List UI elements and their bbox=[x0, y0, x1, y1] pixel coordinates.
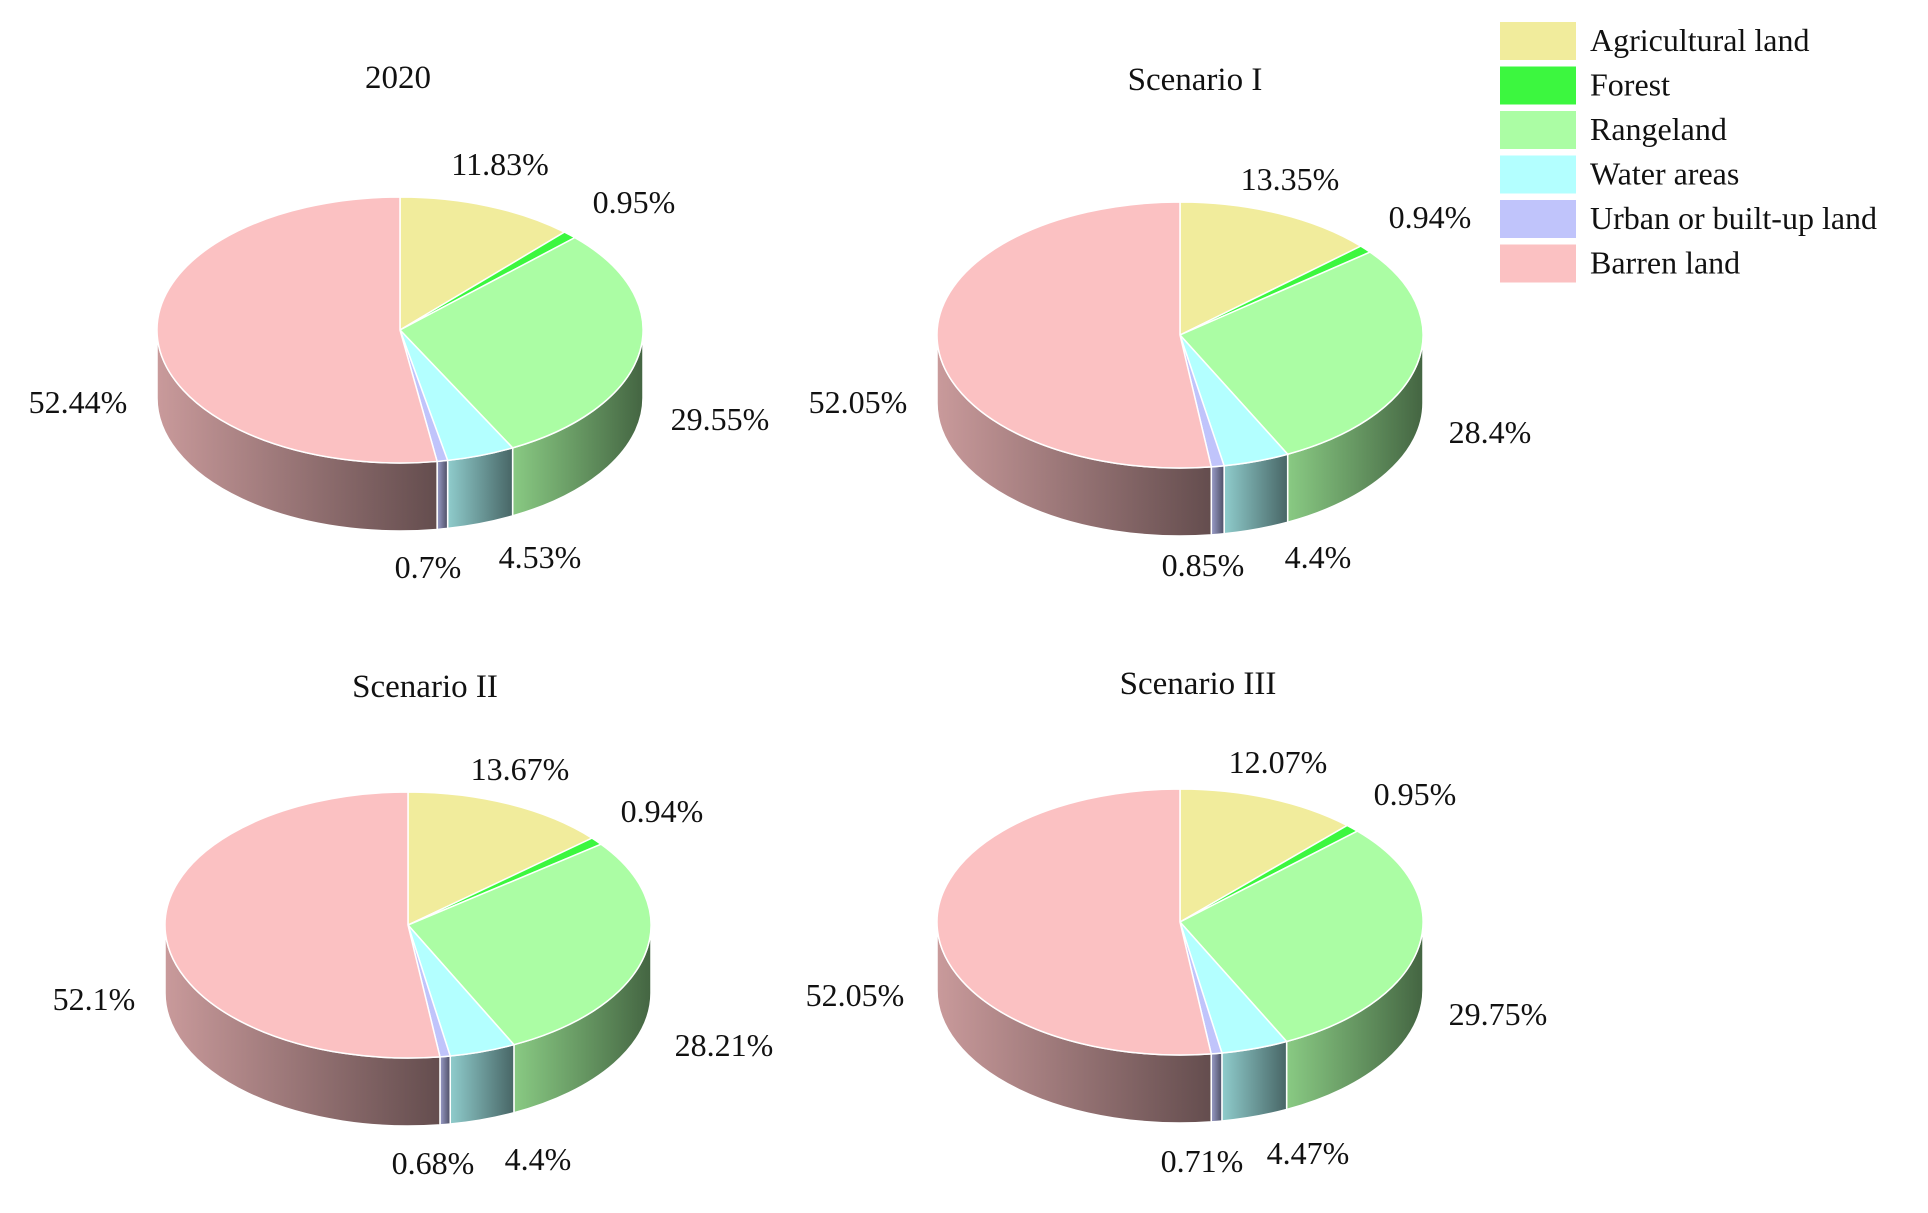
pie-scenario-i-slices bbox=[936, 201, 1424, 469]
legend-label-water-areas: Water areas bbox=[1590, 156, 1739, 192]
pie-2020: 2020 11.83% 0.95% 29.55% 4.53% 0.7% 52.44% bbox=[29, 60, 770, 585]
pie-2020-sides bbox=[156, 329, 644, 532]
pie-2020-slice-rangeland bbox=[398, 236, 644, 449]
pie-scenario-i-side-urban-or-built-up-land bbox=[1210, 464, 1225, 536]
pie-scenario-ii-slice-agricultural-land bbox=[407, 791, 594, 927]
pie-scenario-iii-slice-barren-land bbox=[936, 788, 1213, 1056]
pie-2020-label-water-areas: 4.53% bbox=[499, 539, 582, 575]
pie-scenario-i-slice-agricultural-land bbox=[1179, 201, 1363, 337]
pie-scenario-iii: Scenario III 12.07% 0.95% 29.75% 4.47% 0.71% 5… bbox=[806, 666, 1548, 1179]
pie-scenario-i-slice-rangeland bbox=[1178, 251, 1424, 456]
legend-swatch-forest bbox=[1500, 66, 1576, 105]
legend-swatch-rangeland bbox=[1500, 111, 1576, 149]
pie-scenario-ii-label-forest: 0.94% bbox=[621, 793, 704, 829]
legend-label-barren-land: Barren land bbox=[1590, 245, 1740, 281]
pie-scenario-iii-label-water-areas: 4.47% bbox=[1267, 1135, 1350, 1171]
pie-scenario-iii-slice-agricultural-land bbox=[1179, 788, 1349, 924]
pie-scenario-ii-label-barren-land: 52.1% bbox=[53, 981, 136, 1017]
pie-scenario-ii-side-water-areas bbox=[449, 1043, 515, 1125]
pie-scenario-i-label-forest: 0.94% bbox=[1389, 199, 1472, 235]
pie-2020-label-forest: 0.95% bbox=[593, 184, 676, 220]
legend-swatch-agricultural-land bbox=[1500, 22, 1576, 60]
pie-scenario-i-sides bbox=[936, 334, 1424, 537]
pie-scenario-iii-label-forest: 0.95% bbox=[1374, 776, 1457, 812]
pie-scenario-ii-slices bbox=[164, 791, 652, 1059]
pie-2020-label-urban-or-built-up-land: 0.7% bbox=[395, 549, 462, 585]
pie-scenario-i-slice-barren-land bbox=[936, 201, 1213, 469]
legend: Agricultural land Forest Rangeland Water ar… bbox=[1500, 22, 1877, 283]
pie-scenario-iii-slices bbox=[936, 788, 1424, 1056]
pie-scenario-iii-slice-rangeland bbox=[1178, 830, 1424, 1043]
pie-scenario-i-label-water-areas: 4.4% bbox=[1285, 539, 1352, 575]
legend-label-forest: Forest bbox=[1590, 67, 1670, 103]
pie-scenario-iii-side-water-areas bbox=[1221, 1040, 1288, 1122]
legend-label-rangeland: Rangeland bbox=[1590, 111, 1727, 147]
pie-scenario-iii-sides bbox=[936, 921, 1424, 1124]
pie-2020-slices bbox=[156, 196, 644, 464]
legend-label-urban-or-built-up-land: Urban or built-up land bbox=[1590, 200, 1877, 236]
pie-2020-label-agricultural-land: 11.83% bbox=[451, 146, 548, 182]
pie-2020-label-barren-land: 52.44% bbox=[29, 384, 128, 420]
pie-scenario-i-label-agricultural-land: 13.35% bbox=[1241, 161, 1340, 197]
pie-scenario-i-label-urban-or-built-up-land: 0.85% bbox=[1162, 547, 1245, 583]
pie-scenario-iii-label-urban-or-built-up-land: 0.71% bbox=[1161, 1143, 1244, 1179]
pie-scenario-ii-slice-rangeland bbox=[406, 843, 652, 1046]
legend-label-agricultural-land: Agricultural land bbox=[1590, 22, 1809, 58]
pie-scenario-ii-title: Scenario II bbox=[352, 669, 498, 705]
pie-scenario-i-side-water-areas bbox=[1223, 453, 1289, 535]
pie-scenario-i-label-barren-land: 52.05% bbox=[809, 384, 908, 420]
pie-scenario-ii-label-water-areas: 4.4% bbox=[505, 1141, 572, 1177]
pie-scenario-ii-side-urban-or-built-up-land bbox=[439, 1055, 451, 1126]
pie-2020-title: 2020 bbox=[365, 60, 431, 96]
pie-2020-slice-agricultural-land bbox=[399, 196, 567, 332]
pie-scenario-i: Scenario I 13.35% 0.94% 28.4% 4.4% 0.85% 52.05… bbox=[809, 62, 1532, 583]
pie-2020-side-urban-or-built-up-land bbox=[436, 459, 449, 531]
legend-swatch-water-areas bbox=[1500, 155, 1576, 194]
pie-2020-slice-barren-land bbox=[156, 196, 439, 464]
pie-scenario-iii-title: Scenario III bbox=[1120, 666, 1277, 702]
pie-2020-label-rangeland: 29.55% bbox=[671, 401, 770, 437]
pie-scenario-iii-side-urban-or-built-up-land bbox=[1210, 1052, 1223, 1123]
pie-scenario-iii-label-barren-land: 52.05% bbox=[806, 977, 905, 1013]
pie-scenario-iii-label-rangeland: 29.75% bbox=[1449, 996, 1548, 1032]
pie-scenario-ii-label-agricultural-land: 13.67% bbox=[471, 751, 570, 787]
pie-scenario-ii: Scenario II 13.67% 0.94% 28.21% 4.4% 0.68% 52.… bbox=[53, 669, 774, 1181]
pie-scenario-ii-label-rangeland: 28.21% bbox=[675, 1027, 774, 1063]
legend-swatch-urban-or-built-up-land bbox=[1500, 200, 1576, 238]
pie-scenario-i-label-rangeland: 28.4% bbox=[1449, 414, 1532, 450]
pie-scenario-ii-slice-barren-land bbox=[164, 791, 441, 1059]
legend-swatch-barren-land bbox=[1500, 244, 1576, 283]
pie-scenario-i-title: Scenario I bbox=[1128, 62, 1263, 98]
pie-scenario-iii-label-agricultural-land: 12.07% bbox=[1229, 744, 1328, 780]
pie-scenario-ii-label-urban-or-built-up-land: 0.68% bbox=[392, 1145, 475, 1181]
